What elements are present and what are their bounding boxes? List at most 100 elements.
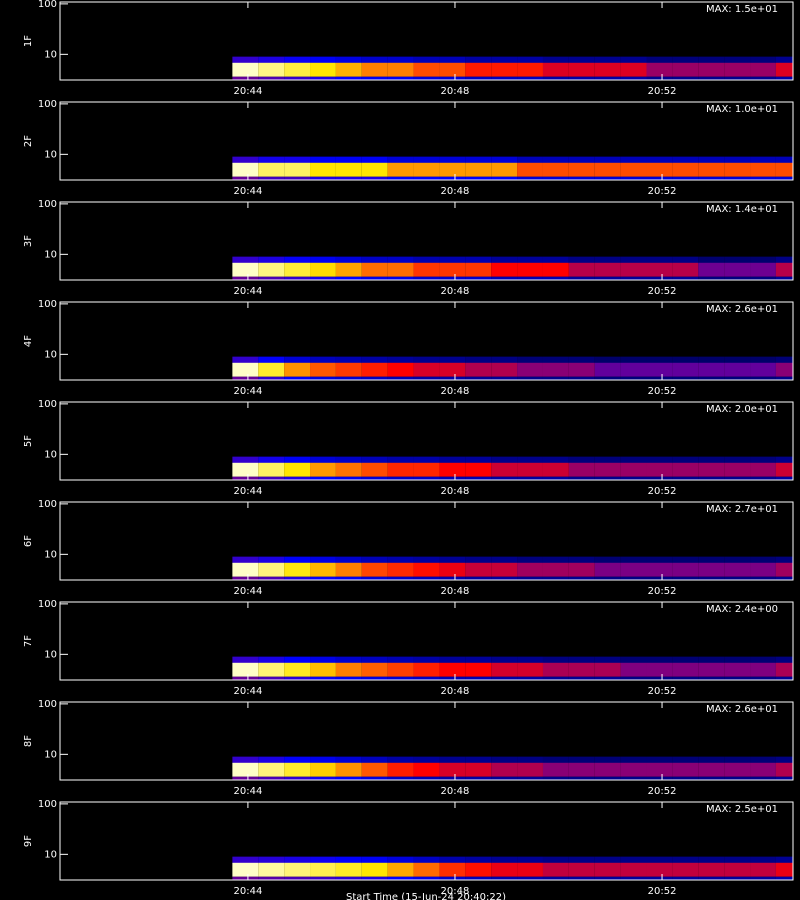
fringe-cell	[465, 656, 492, 664]
heat-cell	[258, 262, 285, 277]
fringe-cell	[594, 656, 621, 664]
heat-cell	[439, 462, 466, 477]
heat-cell	[361, 662, 388, 677]
fringe-cell	[284, 176, 311, 180]
fringe-cell	[335, 756, 362, 764]
heat-cell	[413, 162, 440, 177]
heat-cell	[232, 62, 259, 77]
x-tick-label: 20:52	[648, 786, 677, 797]
fringe-cell	[439, 476, 466, 480]
fringe-cell	[568, 276, 595, 280]
fringe-cell	[646, 776, 673, 780]
fringe-cell	[517, 456, 543, 464]
heat-cell	[568, 162, 595, 177]
fringe-cell	[568, 256, 595, 264]
x-tick-label: 20:44	[233, 286, 262, 297]
heat-cell	[258, 862, 285, 877]
fringe-cell	[646, 176, 673, 180]
heat-cell	[594, 562, 621, 577]
heat-cell	[594, 62, 621, 77]
fringe-cell	[698, 876, 725, 880]
fringe-cell	[284, 76, 311, 80]
x-tick-label: 20:48	[441, 86, 470, 97]
fringe-cell	[646, 156, 673, 164]
fringe-cell	[750, 456, 776, 464]
heat-cell	[724, 862, 751, 877]
fringe-cell	[750, 476, 776, 480]
heat-cell	[594, 762, 621, 777]
heat-cell	[672, 462, 699, 477]
fringe-cell	[439, 256, 466, 264]
fringe-cell	[361, 576, 388, 580]
heat-cell	[517, 62, 543, 77]
fringe-cell	[775, 156, 793, 164]
heat-cell	[672, 662, 699, 677]
y-axis-label: 9F	[23, 835, 34, 847]
x-tick-label: 20:52	[648, 586, 677, 597]
panel-max-label: MAX: 2.4e+00	[706, 604, 778, 615]
y-tick-label: 10	[44, 149, 57, 160]
fringe-cell	[439, 776, 466, 780]
fringe-cell	[775, 856, 793, 864]
fringe-cell	[517, 776, 543, 780]
fringe-cell	[258, 756, 285, 764]
heat-cell	[775, 62, 793, 77]
fringe-cell	[542, 676, 569, 680]
fringe-cell	[698, 456, 725, 464]
fringe-cell	[284, 876, 311, 880]
fringe-cell	[335, 456, 362, 464]
fringe-cell	[258, 356, 285, 364]
x-tick-label: 20:44	[233, 386, 262, 397]
fringe-cell	[232, 256, 259, 264]
fringe-cell	[491, 876, 518, 880]
fringe-cell	[568, 356, 595, 364]
heat-cell	[698, 562, 725, 577]
x-tick-label: 20:44	[233, 886, 262, 897]
fringe-cell	[646, 756, 673, 764]
fringe-cell	[491, 356, 518, 364]
heat-cell	[413, 362, 440, 377]
heat-cell	[750, 162, 776, 177]
fringe-cell	[465, 856, 492, 864]
fringe-cell	[775, 476, 793, 480]
x-tick-label: 20:52	[648, 686, 677, 697]
heat-cell	[335, 262, 362, 277]
heat-cell	[284, 762, 311, 777]
fringe-cell	[542, 276, 569, 280]
heat-cell	[542, 762, 569, 777]
fringe-cell	[232, 376, 259, 380]
y-tick-label: 100	[38, 199, 57, 210]
fringe-cell	[361, 856, 388, 864]
fringe-cell	[750, 56, 776, 64]
heat-cell	[698, 362, 725, 377]
fringe-cell	[335, 356, 362, 364]
heat-cell	[258, 362, 285, 377]
heat-cell	[672, 162, 699, 177]
fringe-cell	[413, 156, 440, 164]
fringe-cell	[724, 456, 751, 464]
heat-cell	[413, 462, 440, 477]
y-tick-label: 10	[44, 649, 57, 660]
panel-max-label: MAX: 2.0e+01	[706, 404, 778, 415]
fringe-cell	[672, 476, 699, 480]
heat-cell	[491, 162, 518, 177]
fringe-cell	[284, 576, 311, 580]
heat-cell	[335, 562, 362, 577]
heat-cell	[698, 762, 725, 777]
fringe-cell	[439, 756, 466, 764]
heat-cell	[775, 162, 793, 177]
fringe-cell	[258, 376, 285, 380]
fringe-cell	[413, 776, 440, 780]
fringe-cell	[568, 756, 595, 764]
fringe-cell	[413, 856, 440, 864]
fringe-cell	[750, 556, 776, 564]
heat-cell	[750, 562, 776, 577]
fringe-cell	[698, 556, 725, 564]
fringe-cell	[568, 556, 595, 564]
fringe-cell	[724, 876, 751, 880]
fringe-cell	[724, 356, 751, 364]
plot-frame	[59, 801, 794, 881]
fringe-cell	[517, 56, 543, 64]
heat-cell	[542, 162, 569, 177]
fringe-cell	[439, 876, 466, 880]
